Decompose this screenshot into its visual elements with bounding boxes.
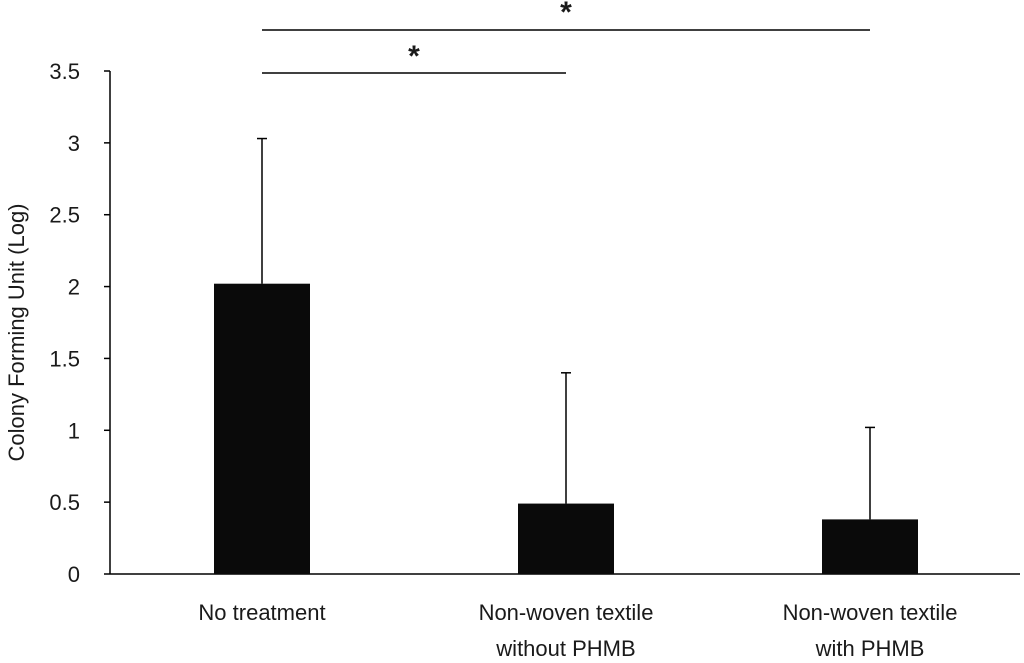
bar-3 xyxy=(822,519,918,574)
y-tick-label: 2.5 xyxy=(49,203,80,228)
x-category-label-3: with PHMB xyxy=(815,636,925,661)
bar-1 xyxy=(214,283,310,574)
x-category-label-2: Non-woven textile xyxy=(479,600,654,625)
y-axis-title: Colony Forming Unit (Log) xyxy=(4,204,29,462)
x-category-label-2: without PHMB xyxy=(495,636,635,661)
y-tick-label: 3 xyxy=(68,131,80,156)
plot-area: Colony Forming Unit (Log) 0 0.5 1 1.5 2 2.5 3 3.… xyxy=(4,0,1020,661)
y-tick-label: 1.5 xyxy=(49,346,80,371)
significance-star-1: * xyxy=(408,40,420,73)
y-tick-label: 0.5 xyxy=(49,490,80,515)
x-category-label-3: Non-woven textile xyxy=(783,600,958,625)
x-category-label-1: No treatment xyxy=(198,600,325,625)
bar-2 xyxy=(518,503,614,574)
y-tick-label: 2 xyxy=(68,275,80,300)
y-tick-label: 0 xyxy=(68,562,80,587)
y-tick-label: 3.5 xyxy=(49,59,80,84)
significance-star-2: * xyxy=(560,0,572,29)
y-tick-label: 1 xyxy=(68,418,80,443)
